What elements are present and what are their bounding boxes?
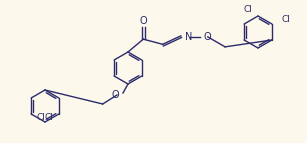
Text: O: O [204,32,212,42]
Text: N: N [185,32,192,42]
Text: Cl: Cl [243,4,252,13]
Text: Cl: Cl [45,114,53,123]
Text: Cl: Cl [37,114,45,123]
Text: Cl: Cl [282,15,290,24]
Text: O: O [111,90,119,100]
Text: O: O [139,16,147,26]
